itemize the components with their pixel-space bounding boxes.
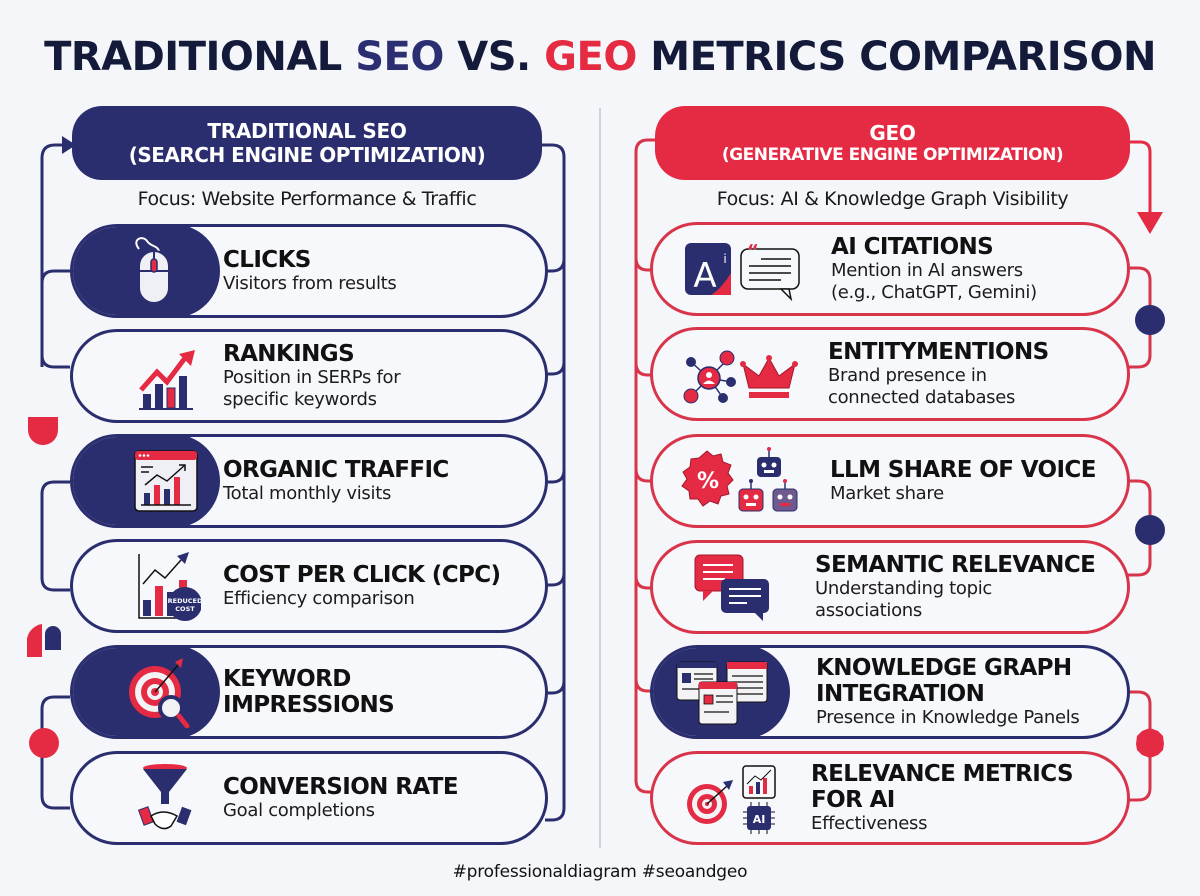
browser-chart-icon (134, 450, 198, 512)
decor-dot (1135, 515, 1165, 545)
metric-description: Mention in AI answers (e.g., ChatGPT, Ge… (831, 260, 1037, 303)
metric-description: Goal completions (223, 800, 375, 821)
svg-text:“: “ (747, 241, 759, 262)
metric-name: ENTITYMENTIONS (828, 339, 1049, 365)
column-divider (599, 108, 601, 848)
svg-text:i: i (723, 252, 726, 266)
metric-description: Presence in Knowledge Panels (816, 707, 1080, 728)
geo-header-subtitle: (GENERATIVE ENGINE OPTIMIZATION) (721, 144, 1064, 165)
metric-text: RANKINGS Position in SERPs for specific … (223, 332, 443, 420)
decor-shape (27, 624, 42, 657)
percent-robots-icon: % (681, 447, 798, 512)
metric-text: CONVERSION RATE Goal completions (223, 754, 459, 842)
title-geo: GEO (544, 34, 637, 80)
title-part: TRADITIONAL (44, 34, 356, 80)
metric-description: Efficiency comparison (223, 588, 415, 609)
page-title: TRADITIONAL SEO VS. GEO METRICS COMPARIS… (0, 34, 1200, 80)
metric-description: Visitors from results (223, 273, 397, 294)
metric-name: RELEVANCE METRICS FOR AI (811, 761, 1074, 813)
metric-name: KNOWLEDGE GRAPH INTEGRATION (816, 655, 1072, 707)
decor-shape (28, 417, 58, 445)
decor-badge (1136, 728, 1164, 758)
metric-name: LLM SHARE OF VOICE (830, 457, 1096, 483)
geo-metric-semantic-relevance: SEMANTIC RELEVANCE Understanding topic a… (650, 540, 1130, 634)
metric-name: ORGANIC TRAFFIC (223, 457, 449, 483)
seo-metric-cpc: REDUCED COST COST PER CLICK (CPC) Effici… (70, 539, 548, 633)
metric-description: Position in SERPs for specific keywords (223, 367, 401, 410)
geo-metric-ai-citations: A i “ AI CITATIONS Mention in AI answers… (650, 222, 1130, 316)
geo-header: GEO (GENERATIVE ENGINE OPTIMIZATION) (655, 106, 1130, 180)
geo-metric-relevance-metrics-for-ai: AI RELEVANCE METRICS FOR AI Effectivenes… (650, 751, 1130, 845)
metric-text: SEMANTIC RELEVANCE Understanding topic a… (815, 543, 1096, 631)
metric-name: CONVERSION RATE (223, 774, 459, 800)
geo-focus: Focus: AI & Knowledge Graph Visibility (716, 188, 1069, 210)
metric-name: RANKINGS (223, 341, 355, 367)
robot-icon (772, 479, 798, 512)
metric-text: KEYWORD IMPRESSIONS (223, 648, 423, 736)
metric-text: RELEVANCE METRICS FOR AI Effectiveness (811, 754, 1091, 842)
seo-header-subtitle: (SEARCH ENGINE OPTIMIZATION) (128, 143, 486, 167)
robot-icon (738, 479, 764, 512)
geo-metric-llm-share-of-voice: % LLM SHARE OF VOICE Market share (650, 434, 1130, 528)
metric-text: KNOWLEDGE GRAPH INTEGRATION Presence in … (816, 648, 1116, 736)
seo-header-title: TRADITIONAL SEO (207, 119, 407, 143)
metric-text: CLICKS Visitors from results (223, 227, 397, 315)
seo-metric-conversion-rate: CONVERSION RATE Goal completions (70, 751, 548, 845)
target-ai-chip-icon: AI (687, 765, 776, 834)
ai-quote-icon: A i “ (685, 241, 800, 302)
arrow-down-icon (1137, 212, 1163, 234)
seo-metric-rankings: RANKINGS Position in SERPs for specific … (70, 329, 548, 423)
metric-description: Understanding topic associations (815, 578, 993, 621)
seo-metric-organic-traffic: ORGANIC TRAFFIC Total monthly visits (70, 434, 548, 528)
title-seo: SEO (355, 34, 444, 80)
footer-hashtags: #professionaldiagram #seoandgeo (452, 862, 748, 882)
svg-text:REDUCED: REDUCED (168, 597, 201, 605)
seo-header: TRADITIONAL SEO (SEARCH ENGINE OPTIMIZAT… (72, 106, 542, 180)
metric-text: COST PER CLICK (CPC) Efficiency comparis… (223, 542, 501, 630)
metric-description: Effectiveness (811, 813, 928, 834)
geo-metric-entity-mentions: ENTITYMENTIONS Brand presence in connect… (650, 327, 1130, 421)
geo-header-title: GEO (869, 120, 916, 145)
svg-text:A: A (693, 256, 716, 296)
geo-metric-knowledge-graph-integration: KNOWLEDGE GRAPH INTEGRATION Presence in … (650, 645, 1130, 739)
chat-bubbles-icon (694, 554, 769, 621)
svg-text:%: % (697, 469, 719, 494)
robot-icon (757, 447, 781, 477)
funnel-handshake-icon (137, 764, 192, 830)
decor-shape (45, 626, 61, 650)
metric-description: Brand presence in connected databases (828, 365, 1016, 408)
metric-name: CLICKS (223, 247, 311, 273)
metric-name: AI CITATIONS (831, 234, 994, 260)
metric-text: ORGANIC TRAFFIC Total monthly visits (223, 437, 449, 525)
svg-text:AI: AI (753, 813, 766, 826)
seo-metric-keyword-impressions: KEYWORD IMPRESSIONS (70, 645, 548, 739)
metric-text: AI CITATIONS Mention in AI answers (e.g.… (831, 225, 1071, 313)
metric-text: LLM SHARE OF VOICE Market share (830, 437, 1096, 525)
knowledge-panels-icon (676, 661, 768, 725)
seo-focus: Focus: Website Performance & Traffic (137, 188, 477, 210)
title-part: VS. (443, 34, 545, 80)
metric-name: COST PER CLICK (CPC) (223, 562, 501, 588)
metric-name: KEYWORD IMPRESSIONS (223, 666, 395, 718)
svg-text:COST: COST (175, 605, 195, 613)
decor-dot (1135, 305, 1165, 335)
reduced-cost-chart-icon: REDUCED COST (138, 552, 201, 621)
metric-description: Total monthly visits (223, 483, 392, 504)
network-crown-icon (683, 350, 798, 404)
title-part: METRICS COMPARISON (636, 34, 1156, 80)
metric-text: ENTITYMENTIONS Brand presence in connect… (828, 330, 1058, 418)
decor-dot (29, 728, 59, 758)
metric-description: Market share (830, 483, 944, 504)
mouse-icon (135, 237, 170, 304)
seo-metric-clicks: CLICKS Visitors from results (70, 224, 548, 318)
rising-bar-chart-icon (139, 350, 195, 410)
target-magnifier-icon (129, 658, 190, 728)
metric-name: SEMANTIC RELEVANCE (815, 552, 1096, 578)
